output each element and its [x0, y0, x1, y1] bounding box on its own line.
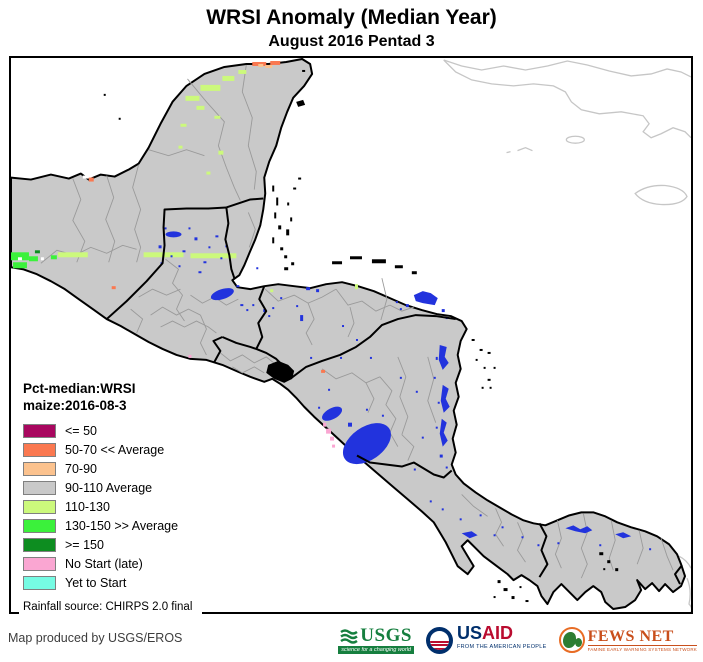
legend-item: 130-150 >> Average	[23, 516, 192, 535]
legend-swatch	[23, 556, 56, 571]
footer-bar: Map produced by USGS/EROS USGS science f…	[0, 618, 703, 662]
border-honduras-nicaragua	[289, 314, 456, 380]
country-borders	[106, 197, 683, 585]
usaid-tagline: FROM THE AMERICAN PEOPLE	[456, 644, 547, 650]
legend-item: Yet to Start	[23, 573, 192, 592]
anomaly-patches-nostart-late	[188, 354, 336, 448]
map-credit-text: Map produced by USGS/EROS	[8, 631, 183, 645]
legend-items: <= 50 50-70 << Average 70-90 90-110 Average…	[23, 421, 192, 592]
border-nicaragua-costarica	[356, 454, 453, 479]
legend-item-label: 50-70 << Average	[65, 442, 165, 457]
usaid-logo-text-aid: AID	[482, 623, 513, 643]
border-costarica-panama	[538, 522, 549, 578]
admin-boundaries	[40, 64, 674, 579]
anomaly-patches-50-70	[88, 60, 326, 373]
legend-item-label: >= 150	[65, 537, 104, 552]
fewsnet-tagline: FAMINE EARLY WARNING SYSTEMS NETWORK	[587, 646, 697, 652]
gatun-lake	[565, 525, 593, 534]
lake-nicaragua	[342, 423, 391, 465]
legend-item-label: 90-110 Average	[65, 480, 153, 495]
map-frame: Pct-median:WRSI maize:2016-08-3 <= 50 50-…	[9, 56, 693, 617]
lake-yojoa	[300, 315, 304, 322]
cozumel-island	[296, 99, 306, 107]
anomaly-patches-150plus	[34, 250, 40, 254]
legend-swatch	[23, 499, 56, 514]
legend-swatch	[23, 442, 56, 457]
usgs-logo-text: USGS	[360, 624, 412, 646]
border-guatemala-belize	[224, 207, 236, 279]
border-elsalvador-honduras	[221, 336, 285, 368]
map-canvas	[11, 58, 691, 612]
anomaly-patches-130-150	[11, 252, 57, 269]
bay-islands	[332, 261, 343, 265]
fewsnet-logo: FEWS NET FAMINE EARLY WARNING SYSTEMS NE…	[558, 627, 697, 653]
lake-peten-itza	[165, 231, 182, 238]
bayano-lake	[615, 532, 632, 539]
legend-swatch	[23, 461, 56, 476]
legend-title-line1: Pct-median:WRSI	[23, 381, 136, 396]
legend-item: 50-70 << Average	[23, 440, 192, 459]
border-panama-colombia	[674, 564, 683, 585]
legend-title-line2: maize:2016-08-3	[23, 398, 127, 413]
legend-item-label: 130-150 >> Average	[65, 518, 179, 533]
legend-swatch	[23, 480, 56, 495]
caratasca-lagoon	[413, 291, 438, 306]
border-guatemala-elsalvador	[212, 336, 223, 363]
legend-item: No Start (late)	[23, 554, 192, 573]
border-guatemala-honduras	[255, 285, 268, 350]
landmass-central-america	[11, 58, 687, 611]
legend-item-label: 70-90	[65, 461, 97, 476]
page-subtitle: August 2016 Pentad 3	[268, 33, 435, 50]
legend-swatch	[23, 575, 56, 590]
usgs-logo: USGS science for a changing world	[338, 624, 414, 654]
usaid-seal-icon	[425, 626, 453, 654]
usaid-logo: USAID FROM THE AMERICAN PEOPLE	[425, 623, 547, 654]
footer-logos: USGS science for a changing world USAID …	[338, 622, 697, 658]
anomaly-patches-nostart-white	[17, 175, 89, 261]
legend-swatch	[23, 537, 56, 552]
legend-item: 110-130	[23, 497, 192, 516]
legend-item-label: <= 50	[65, 423, 97, 438]
gulf-of-fonseca	[266, 360, 295, 383]
legend-swatch	[23, 518, 56, 533]
page-title: WRSI Anomaly (Median Year)	[206, 6, 497, 29]
legend-swatch	[23, 423, 56, 438]
islands	[103, 69, 619, 603]
anomaly-patches-70-90	[258, 63, 273, 68]
lake-managua	[322, 406, 343, 421]
water-bodies	[158, 227, 652, 551]
legend-item-label: No Start (late)	[65, 556, 143, 571]
lake-arenal	[461, 531, 478, 539]
usgs-wave-icon	[340, 628, 359, 644]
fewsnet-globe-icon	[558, 627, 585, 653]
legend-item: <= 50	[23, 421, 192, 440]
usaid-logo-text-us: US	[456, 623, 482, 643]
fewsnet-logo-text: FEWS NET	[587, 628, 697, 646]
border-mexico-guatemala	[106, 206, 227, 320]
map-legend: Pct-median:WRSI maize:2016-08-3 <= 50 50-…	[19, 376, 203, 617]
legend-item-label: 110-130	[65, 499, 110, 514]
lake-izabal	[210, 288, 234, 301]
legend-source-note: Rainfall source: CHIRPS 2.0 final	[23, 601, 193, 613]
legend-item: 70-90	[23, 459, 192, 478]
border-mexico-belize	[226, 197, 264, 209]
neighbor-country-outlines	[443, 59, 691, 612]
legend-item-label: Yet to Start	[65, 575, 127, 590]
usgs-tagline: science for a changing world	[338, 645, 414, 654]
legend-item: >= 150	[23, 535, 192, 554]
legend-item: 90-110 Average	[23, 478, 192, 497]
